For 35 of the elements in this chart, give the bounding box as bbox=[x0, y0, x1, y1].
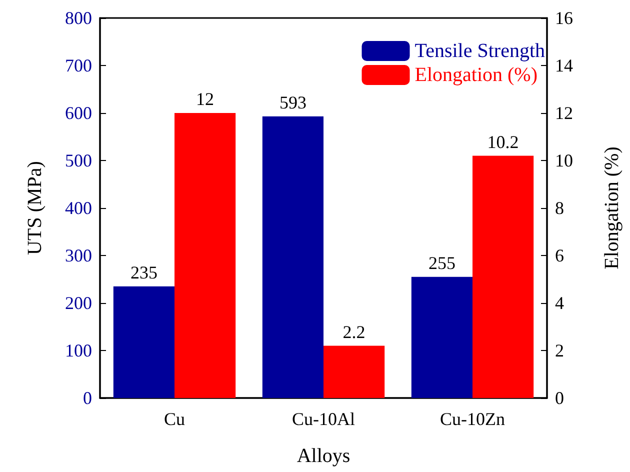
y2-tick-label: 0 bbox=[555, 388, 564, 408]
y2-tick-label: 14 bbox=[555, 56, 573, 76]
y-tick-label: 800 bbox=[65, 8, 92, 28]
data-label: 10.2 bbox=[487, 132, 519, 152]
data-label: 12 bbox=[196, 89, 214, 109]
bar bbox=[262, 116, 324, 398]
y-tick-label: 600 bbox=[65, 103, 92, 123]
x-tick-label: Cu bbox=[164, 409, 186, 429]
x-tick-label: Cu-10Al bbox=[292, 409, 355, 429]
data-label: 593 bbox=[279, 92, 306, 112]
y-tick-label: 500 bbox=[65, 150, 92, 170]
bar bbox=[174, 113, 236, 398]
legend-label: Elongation (%) bbox=[414, 64, 538, 86]
data-label: 235 bbox=[130, 262, 158, 282]
x-axis-title: Alloys bbox=[296, 445, 350, 467]
y2-tick-label: 4 bbox=[555, 293, 564, 313]
y2-axis-title: Elongation (%) bbox=[601, 146, 623, 270]
y-tick-label: 100 bbox=[65, 340, 92, 360]
y-tick-label: 300 bbox=[65, 246, 92, 266]
y2-tick-label: 10 bbox=[555, 150, 573, 170]
bar bbox=[324, 346, 385, 398]
y-tick-label: 200 bbox=[65, 293, 92, 313]
x-tick-label: Cu-10Zn bbox=[440, 409, 505, 429]
data-label: 2.2 bbox=[342, 322, 366, 342]
y2-tick-label: 8 bbox=[555, 198, 564, 218]
y-tick-label: 0 bbox=[83, 388, 92, 408]
y2-tick-label: 16 bbox=[555, 8, 573, 28]
y2-tick-label: 6 bbox=[555, 246, 564, 266]
y2-tick-label: 12 bbox=[555, 103, 573, 123]
y-tick-label: 400 bbox=[65, 198, 92, 218]
legend-label: Tensile Strength bbox=[414, 40, 546, 62]
data-label: 255 bbox=[428, 252, 456, 273]
y2-tick-label: 2 bbox=[555, 340, 564, 360]
y-axis-title: UTS (MPa) bbox=[24, 161, 46, 255]
y-tick-label: 700 bbox=[65, 56, 92, 76]
